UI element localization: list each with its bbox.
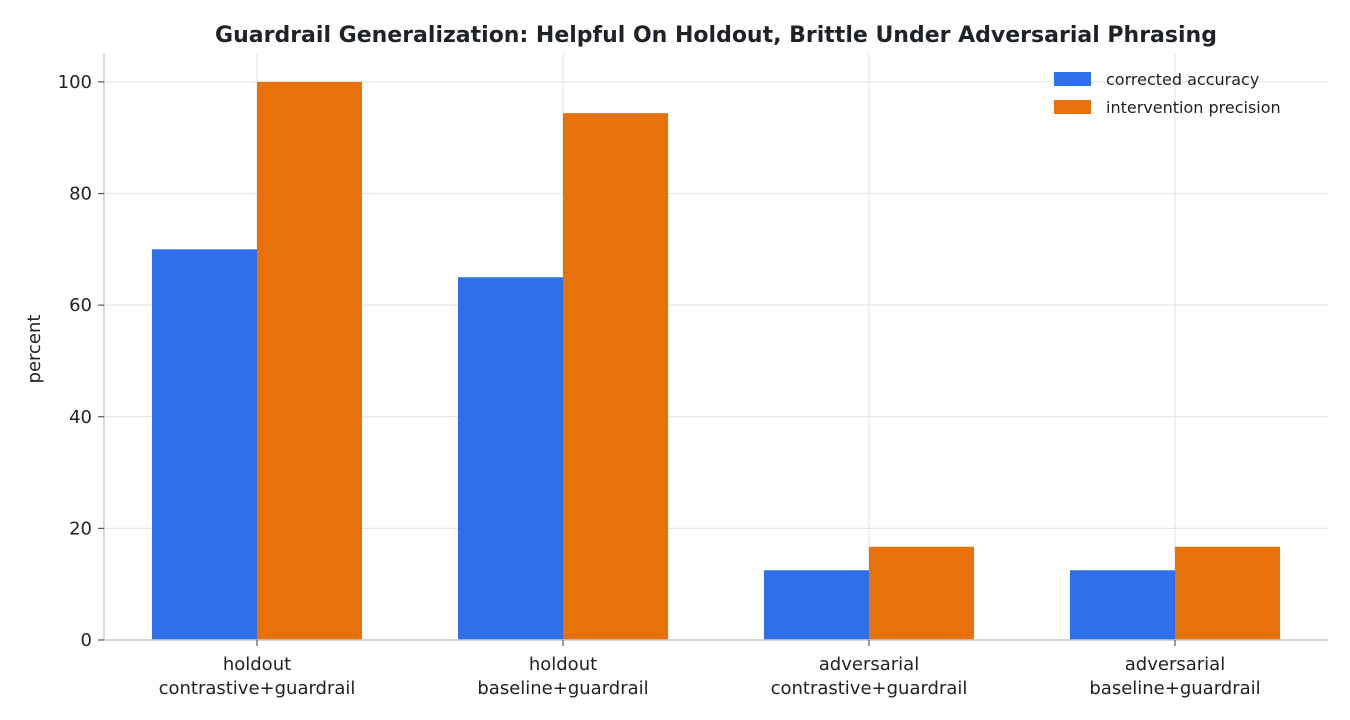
- bar-intervention-precision: [869, 546, 974, 640]
- x-tick-label: baseline+guardrail: [477, 678, 648, 699]
- x-tick-label: adversarial: [1125, 654, 1225, 675]
- bar-corrected-accuracy: [458, 277, 563, 640]
- y-tick-label: 40: [69, 407, 92, 428]
- legend-swatch: [1054, 72, 1091, 86]
- ticks-layer: 0 20 40 60 80 100 holdout contrastive+guardrail…: [58, 72, 1261, 699]
- bar-intervention-precision: [1175, 546, 1280, 640]
- bar-corrected-accuracy: [152, 249, 257, 641]
- bar-intervention-precision: [563, 113, 668, 641]
- bar-intervention-precision: [257, 81, 362, 640]
- x-tick-label: baseline+guardrail: [1089, 678, 1260, 699]
- y-tick-label: 0: [81, 630, 92, 651]
- y-axis-label: percent: [24, 315, 45, 384]
- y-tick-label: 80: [69, 184, 92, 205]
- legend-swatch: [1054, 100, 1091, 114]
- x-tick-label: holdout: [529, 654, 597, 675]
- y-tick-label: 60: [69, 295, 92, 316]
- chart-title: Guardrail Generalization: Helpful On Hol…: [215, 23, 1217, 48]
- legend: corrected accuracy intervention precision: [1054, 70, 1281, 117]
- axes-layer: [103, 54, 1328, 641]
- x-tick-label: contrastive+guardrail: [771, 678, 968, 699]
- legend-label: corrected accuracy: [1106, 70, 1259, 89]
- bar-corrected-accuracy: [764, 570, 869, 640]
- x-tick-label: contrastive+guardrail: [159, 678, 356, 699]
- y-tick-label: 20: [69, 518, 92, 539]
- x-tick-label: adversarial: [819, 654, 919, 675]
- bar-corrected-accuracy: [1070, 570, 1175, 640]
- y-tick-label: 100: [58, 72, 92, 93]
- legend-label: intervention precision: [1106, 98, 1281, 117]
- x-tick-label: holdout: [223, 654, 291, 675]
- bars-layer: [152, 81, 1280, 641]
